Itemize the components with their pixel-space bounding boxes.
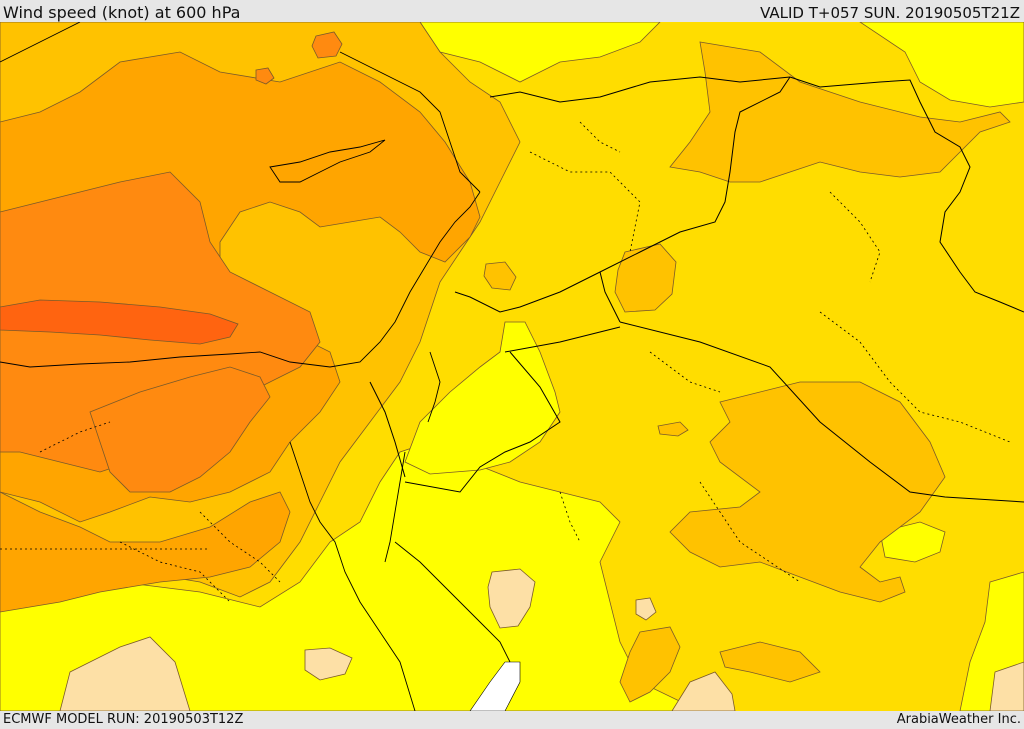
valid-time: VALID T+057 SUN. 20190505T21Z	[760, 4, 1020, 22]
field-yellow-east-patch	[879, 521, 946, 563]
field-orange-nile	[0, 491, 291, 613]
field-amber-syria-patch	[614, 243, 677, 313]
field-red-orange-peak	[0, 299, 239, 345]
field-light-patch-egypt	[304, 647, 353, 681]
map-panel	[0, 22, 1024, 711]
field-dark-orange-patch-small	[255, 67, 275, 85]
field-amber-east	[669, 381, 946, 603]
wind-speed-map	[0, 22, 1024, 711]
field-light-patch-small	[635, 597, 657, 621]
credit-label: ArabiaWeather Inc.	[896, 712, 1021, 727]
footer-bar: ECMWF MODEL RUN: 20190503T12Z ArabiaWeat…	[0, 711, 1024, 729]
field-light-patch-sinai	[487, 568, 536, 629]
field-amber-small-b	[657, 421, 689, 437]
field-amber-northeast	[669, 41, 1011, 183]
field-dark-orange-patch-north	[311, 31, 343, 59]
field-amber-south-patch	[719, 641, 821, 683]
field-light-patch-south	[671, 671, 736, 711]
map-title: Wind speed (knot) at 600 hPa	[3, 3, 241, 22]
province-boundaries	[0, 121, 1011, 603]
field-yellow-center	[404, 321, 561, 475]
country-borders	[369, 76, 1024, 503]
field-light-patch-southwest	[59, 636, 191, 711]
field-amber-southwest-arabia	[619, 626, 681, 703]
header-bar: Wind speed (knot) at 600 hPa VALID T+057…	[0, 0, 1024, 22]
model-run-label: ECMWF MODEL RUN: 20190503T12Z	[3, 712, 244, 727]
sea-no-data-region	[469, 661, 521, 711]
field-amber-small-a	[483, 261, 517, 291]
field-light-patch-southeast	[989, 661, 1024, 711]
coastlines	[0, 22, 511, 711]
field-yellow-northcenter	[419, 22, 661, 83]
field-dark-orange-egypt	[89, 366, 271, 493]
field-yellow-northeast	[859, 22, 1024, 108]
